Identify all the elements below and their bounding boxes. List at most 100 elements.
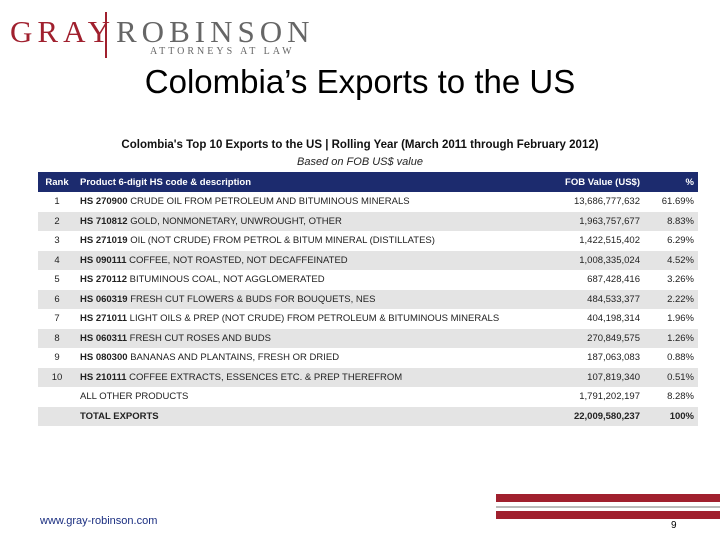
- hs-code: HS 060319: [80, 293, 128, 305]
- product-description: BITUMINOUS COAL, NOT AGGLOMERATED: [129, 274, 325, 286]
- firm-logo: GRAY ROBINSON ATTORNEYS AT LAW: [10, 10, 310, 60]
- other-products-pct: 8.28%: [667, 391, 694, 403]
- total-label: TOTAL EXPORTS: [76, 406, 526, 426]
- header-product: Product 6-digit HS code & description: [76, 172, 526, 192]
- row-pct: 4.52%: [644, 250, 698, 270]
- row-pct: 0.51%: [644, 367, 698, 387]
- product-description: COFFEE EXTRACTS, ESSENCES ETC. & PREP TH…: [129, 371, 403, 383]
- product-description: CRUDE OIL FROM PETROLEUM AND BITUMINOUS …: [130, 196, 410, 208]
- other-products-label: ALL OTHER PRODUCTS: [80, 391, 189, 403]
- row-pct: 6.29%: [667, 235, 694, 247]
- page-number: 9: [671, 520, 677, 531]
- table-row: 6 HS 060319 FRESH CUT FLOWERS & BUDS FOR…: [38, 289, 698, 309]
- hs-code: HS 271011: [80, 313, 128, 325]
- table-row: 2 HS 710812 GOLD, NONMONETARY, UNWROUGHT…: [38, 211, 698, 231]
- row-value: 484,533,377: [526, 289, 644, 309]
- row-value: 270,849,575: [526, 328, 644, 348]
- other-products-row: ALL OTHER PRODUCTS 1,791,202,197 8.28%: [38, 387, 698, 407]
- hs-code: HS 270900: [80, 196, 128, 208]
- row-value: 1,422,515,402: [579, 235, 640, 247]
- row-rank: 10: [38, 367, 76, 387]
- hs-code: HS 710812: [80, 215, 128, 227]
- logo-divider: [105, 12, 107, 58]
- footer-decoration: [496, 494, 720, 540]
- total-pct: 100%: [644, 406, 698, 426]
- deco-line: [496, 506, 720, 508]
- row-rank: 8: [38, 328, 76, 348]
- row-rank: 1: [54, 196, 60, 208]
- row-product: HS 271011 LIGHT OILS & PREP (NOT CRUDE) …: [76, 309, 526, 329]
- row-rank-empty: [38, 387, 76, 407]
- row-value: 1,963,757,677: [526, 211, 644, 231]
- table-title: Colombia's Top 10 Exports to the US | Ro…: [121, 139, 599, 151]
- row-pct: 61.69%: [661, 196, 694, 208]
- row-value: 187,063,083: [587, 352, 640, 364]
- hs-code: HS 060311: [80, 332, 128, 344]
- header-rank: Rank: [38, 172, 76, 192]
- table-row: 10 HS 210111 COFFEE EXTRACTS, ESSENCES E…: [38, 367, 698, 387]
- row-value: 687,428,416: [587, 274, 640, 286]
- hs-code: HS 210111: [80, 371, 127, 383]
- product-description: LIGHT OILS & PREP (NOT CRUDE) FROM PETRO…: [129, 313, 500, 325]
- row-value: 1,008,335,024: [526, 250, 644, 270]
- row-rank: 9: [54, 352, 60, 364]
- row-product: HS 270900 CRUDE OIL FROM PETROLEUM AND B…: [76, 192, 526, 212]
- row-product: HS 060311 FRESH CUT ROSES AND BUDS: [76, 328, 526, 348]
- hs-code: HS 270112: [80, 274, 128, 286]
- row-value: 13,686,777,632: [573, 196, 640, 208]
- product-description: OIL (NOT CRUDE) FROM PETROL & BITUM MINE…: [130, 235, 435, 247]
- table-row: 5 HS 270112 BITUMINOUS COAL, NOT AGGLOME…: [38, 270, 698, 290]
- other-products-value: 1,791,202,197: [579, 391, 640, 403]
- row-product: HS 271019 OIL (NOT CRUDE) FROM PETROL & …: [76, 231, 526, 251]
- row-rank: 2: [38, 211, 76, 231]
- row-rank: 4: [38, 250, 76, 270]
- row-rank-empty: [38, 406, 76, 426]
- table-row: 1 HS 270900 CRUDE OIL FROM PETROLEUM AND…: [38, 192, 698, 212]
- row-pct: 2.22%: [644, 289, 698, 309]
- slide-title: Colombia’s Exports to the US: [144, 63, 576, 100]
- row-product: HS 080300 BANANAS AND PLANTAINS, FRESH O…: [76, 348, 526, 368]
- header-pct: %: [644, 172, 698, 192]
- row-rank: 3: [54, 235, 60, 247]
- table-row: 4 HS 090111 COFFEE, NOT ROASTED, NOT DEC…: [38, 250, 698, 270]
- row-product: HS 060319 FRESH CUT FLOWERS & BUDS FOR B…: [76, 289, 526, 309]
- table-header-row: Rank Product 6-digit HS code & descripti…: [38, 172, 698, 192]
- table-row: 9 HS 080300 BANANAS AND PLANTAINS, FRESH…: [38, 348, 698, 368]
- row-product: HS 210111 COFFEE EXTRACTS, ESSENCES ETC.…: [76, 367, 526, 387]
- table-row: 3 HS 271019 OIL (NOT CRUDE) FROM PETROL …: [38, 231, 698, 251]
- deco-bar: [496, 494, 720, 502]
- deco-bar: [496, 511, 720, 519]
- product-description: FRESH CUT ROSES AND BUDS: [129, 332, 271, 344]
- row-product: HS 270112 BITUMINOUS COAL, NOT AGGLOMERA…: [76, 270, 526, 290]
- row-rank: 6: [38, 289, 76, 309]
- hs-code: HS 090111: [80, 254, 127, 266]
- table-subtitle: Based on FOB US$ value: [297, 156, 423, 168]
- product-description: COFFEE, NOT ROASTED, NOT DECAFFEINATED: [129, 254, 348, 266]
- row-rank: 7: [54, 313, 60, 325]
- exports-table: Rank Product 6-digit HS code & descripti…: [38, 172, 698, 426]
- footer-url[interactable]: www.gray-robinson.com: [40, 515, 158, 527]
- table-row: 7 HS 271011 LIGHT OILS & PREP (NOT CRUDE…: [38, 309, 698, 329]
- row-product: HS 710812 GOLD, NONMONETARY, UNWROUGHT, …: [76, 211, 526, 231]
- hs-code: HS 080300: [80, 352, 128, 364]
- row-rank: 5: [54, 274, 60, 286]
- logo-tagline: ATTORNEYS AT LAW: [150, 46, 295, 57]
- row-value: 404,198,314: [587, 313, 640, 325]
- product-description: FRESH CUT FLOWERS & BUDS FOR BOUQUETS, N…: [130, 293, 376, 305]
- header-value: FOB Value (US$): [526, 172, 644, 192]
- row-pct: 8.83%: [644, 211, 698, 231]
- row-pct: 1.96%: [667, 313, 694, 325]
- hs-code: HS 271019: [80, 235, 128, 247]
- row-value: 107,819,340: [526, 367, 644, 387]
- product-description: GOLD, NONMONETARY, UNWROUGHT, OTHER: [130, 215, 342, 227]
- row-product: HS 090111 COFFEE, NOT ROASTED, NOT DECAF…: [76, 250, 526, 270]
- row-pct: 1.26%: [644, 328, 698, 348]
- row-pct: 3.26%: [667, 274, 694, 286]
- table-row: 8 HS 060311 FRESH CUT ROSES AND BUDS 270…: [38, 328, 698, 348]
- total-row: TOTAL EXPORTS 22,009,580,237 100%: [38, 406, 698, 426]
- product-description: BANANAS AND PLANTAINS, FRESH OR DRIED: [130, 352, 340, 364]
- logo-name-right: ROBINSON: [116, 14, 315, 49]
- row-pct: 0.88%: [667, 352, 694, 364]
- total-value: 22,009,580,237: [526, 406, 644, 426]
- logo-name-left: GRAY: [10, 14, 115, 49]
